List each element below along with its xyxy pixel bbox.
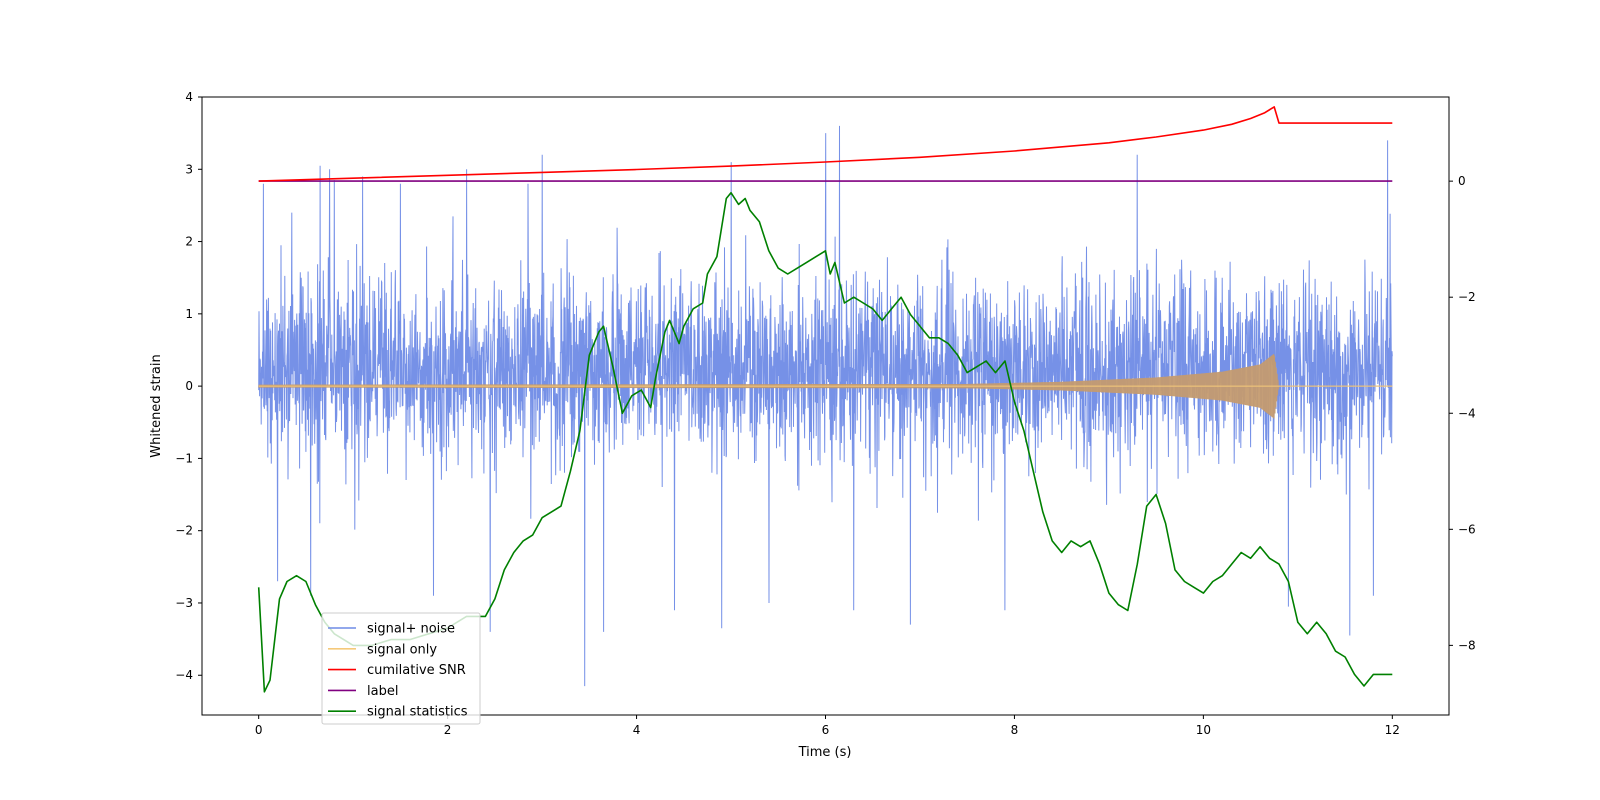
x-tick-label: 4 — [633, 723, 641, 737]
y-left-tick-label: 1 — [185, 307, 193, 321]
y-axis-left: −4 −3 −2 −1 0 1 2 3 4 — [175, 90, 202, 682]
y-axis-label: Whitened strain — [149, 354, 164, 457]
y-right-tick-label: 0 — [1458, 174, 1466, 188]
signal-statistics-line — [257, 191, 1393, 693]
legend-label: label — [367, 684, 398, 699]
y-right-tick-label: −4 — [1458, 406, 1476, 420]
x-tick-label: 10 — [1196, 723, 1211, 737]
y-left-tick-label: 3 — [185, 162, 193, 176]
plot-area — [257, 106, 1393, 693]
x-axis-label: Time (s) — [798, 745, 852, 760]
y-left-tick-label: −4 — [175, 668, 193, 682]
y-axis-right: −8 −6 −4 −2 0 — [1449, 174, 1476, 652]
y-left-tick-label: 2 — [185, 235, 193, 249]
legend: signal+ noise signal only cumilative SNR la… — [321, 612, 481, 725]
cumulative-snr-line — [258, 106, 1393, 182]
signal-plus-noise-line — [258, 125, 1393, 687]
x-tick-label: 12 — [1385, 723, 1400, 737]
signal-plus-noise-series — [258, 125, 1393, 687]
y-left-tick-label: −2 — [175, 524, 193, 538]
y-right-tick-label: −8 — [1458, 638, 1476, 652]
y-left-tick-label: −1 — [175, 451, 193, 465]
signal-only-series — [258, 353, 1393, 419]
y-left-tick-label: −3 — [175, 596, 193, 610]
x-tick-label: 8 — [1011, 723, 1019, 737]
overlay-series — [257, 106, 1393, 693]
y-left-tick-label: 4 — [185, 90, 193, 104]
x-tick-label: 6 — [822, 723, 830, 737]
legend-label: signal only — [367, 642, 437, 657]
x-axis: 0 2 4 6 8 10 12 — [255, 715, 1400, 737]
legend-label: signal statistics — [367, 705, 468, 720]
y-right-tick-label: −6 — [1458, 522, 1476, 536]
x-tick-label: 2 — [444, 723, 452, 737]
x-tick-label: 0 — [255, 723, 263, 737]
y-right-tick-label: −2 — [1458, 290, 1476, 304]
legend-label: signal+ noise — [367, 622, 455, 637]
legend-label: cumilative SNR — [367, 663, 466, 678]
legend-box — [321, 612, 481, 725]
y-left-tick-label: 0 — [185, 379, 193, 393]
